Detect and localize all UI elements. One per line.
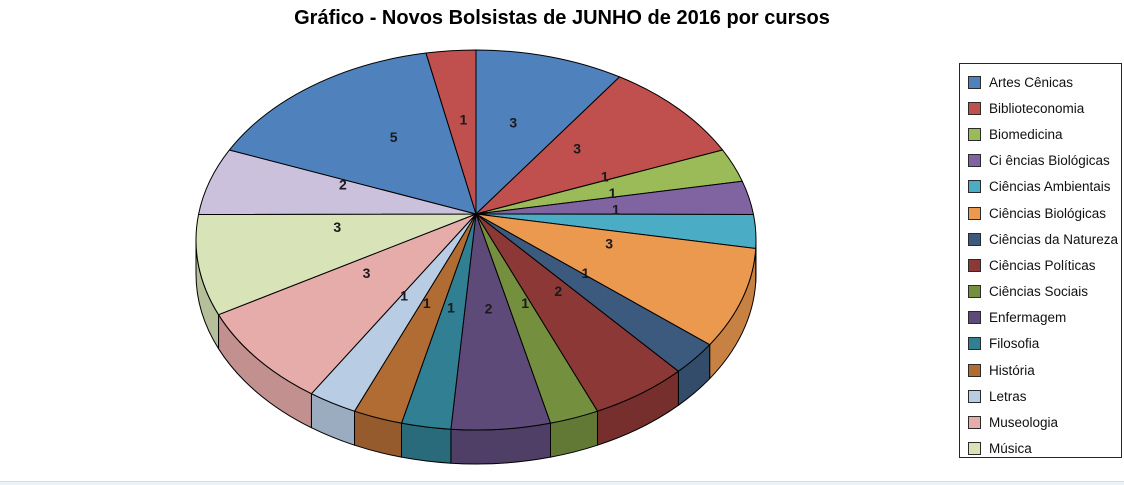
slice-value-label: 3 (605, 235, 613, 251)
pie-slice[interactable] (218, 213, 477, 395)
legend-swatch-icon (968, 363, 981, 377)
legend-swatch-icon (968, 180, 981, 194)
legend-item[interactable]: Ci ências Biológicas (968, 148, 1121, 174)
slice-value-label: 2 (339, 177, 347, 193)
window-bottom-border (0, 481, 1124, 485)
legend-swatch-icon (968, 101, 981, 115)
slice-value-label: 3 (363, 265, 371, 281)
legend-label: História (989, 362, 1035, 378)
legend-item[interactable]: Artes Cênicas (968, 69, 1121, 95)
slice-value-label: 1 (609, 185, 617, 201)
legend-swatch-icon (968, 337, 981, 351)
pie-slice[interactable] (425, 49, 477, 215)
legend-label: Ciências Políticas (989, 257, 1096, 273)
slice-value-label: 2 (554, 283, 562, 299)
legend-label: Letras (989, 388, 1027, 404)
slice-value-label: 1 (612, 202, 620, 218)
legend-item[interactable]: Filosofia (968, 331, 1121, 357)
legend-label: Ciências Ambientais (989, 179, 1111, 195)
legend-item[interactable]: Ciências Biológicas (968, 200, 1121, 226)
slice-value-label: 1 (460, 111, 468, 127)
legend-swatch-icon (968, 154, 981, 168)
legend-label: Biomedicina (989, 126, 1063, 142)
legend-item[interactable]: História (968, 357, 1121, 383)
slice-value-label: 3 (509, 114, 517, 130)
pie-slice[interactable] (475, 76, 724, 215)
legend-item[interactable]: Ciências Ambientais (968, 174, 1121, 200)
legend-item[interactable]: Biomedicina (968, 121, 1121, 147)
legend-swatch-icon (968, 389, 981, 403)
slice-value-label: 3 (333, 219, 341, 235)
slice-value-label: 1 (582, 265, 590, 281)
legend-item[interactable]: Ciências da Natureza (968, 226, 1121, 252)
slice-value-label: 2 (485, 301, 493, 317)
legend-item[interactable]: Letras (968, 383, 1121, 409)
slice-value-label: 1 (423, 295, 431, 311)
legend-label: Ciências da Natureza (989, 231, 1119, 247)
slice-value-label: 1 (400, 288, 408, 304)
legend-label: Artes Cênicas (989, 74, 1074, 90)
legend-label: Museologia (989, 415, 1059, 431)
pie-slice[interactable] (475, 49, 621, 215)
slice-value-label: 3 (573, 140, 581, 156)
legend-swatch-icon (968, 232, 981, 246)
legend-swatch-icon (968, 258, 981, 272)
legend-item[interactable]: Enfermagem (968, 305, 1121, 331)
slice-value-label: 1 (521, 295, 529, 311)
chart-legend[interactable]: Artes Cênicas Biblioteconomia Biomedicina C… (959, 63, 1122, 458)
legend-swatch-icon (968, 127, 981, 141)
legend-swatch-icon (968, 206, 981, 220)
pie-slice[interactable] (475, 213, 757, 346)
slice-value-label: 5 (390, 129, 398, 145)
legend-label: Ci ências Biológicas (989, 153, 1110, 169)
legend-swatch-icon (968, 416, 981, 430)
legend-label: Ciências Biológicas (989, 205, 1107, 221)
pie-slice[interactable] (195, 213, 477, 316)
legend-item[interactable]: Música (968, 436, 1121, 462)
legend-swatch-icon (968, 75, 981, 89)
legend-swatch-icon (968, 442, 981, 456)
legend-label: Filosofia (989, 336, 1040, 352)
legend-item[interactable]: Ciências Políticas (968, 252, 1121, 278)
legend-label: Ciências Sociais (989, 284, 1089, 300)
legend-swatch-icon (968, 285, 981, 299)
legend-item[interactable]: Museologia (968, 409, 1121, 435)
legend-label: Biblioteconomia (989, 100, 1085, 116)
pie-slice[interactable] (228, 52, 477, 215)
chart-title: Gráfico - Novos Bolsistas de JUNHO de 20… (294, 7, 830, 29)
legend-label: Enfermagem (989, 310, 1067, 326)
slice-value-label: 1 (447, 299, 455, 315)
legend-label: Música (989, 441, 1032, 457)
slice-value-label: 1 (601, 169, 609, 185)
legend-item[interactable]: Ciências Sociais (968, 279, 1121, 305)
legend-item[interactable]: Biblioteconomia (968, 95, 1121, 121)
legend-swatch-icon (968, 311, 981, 325)
